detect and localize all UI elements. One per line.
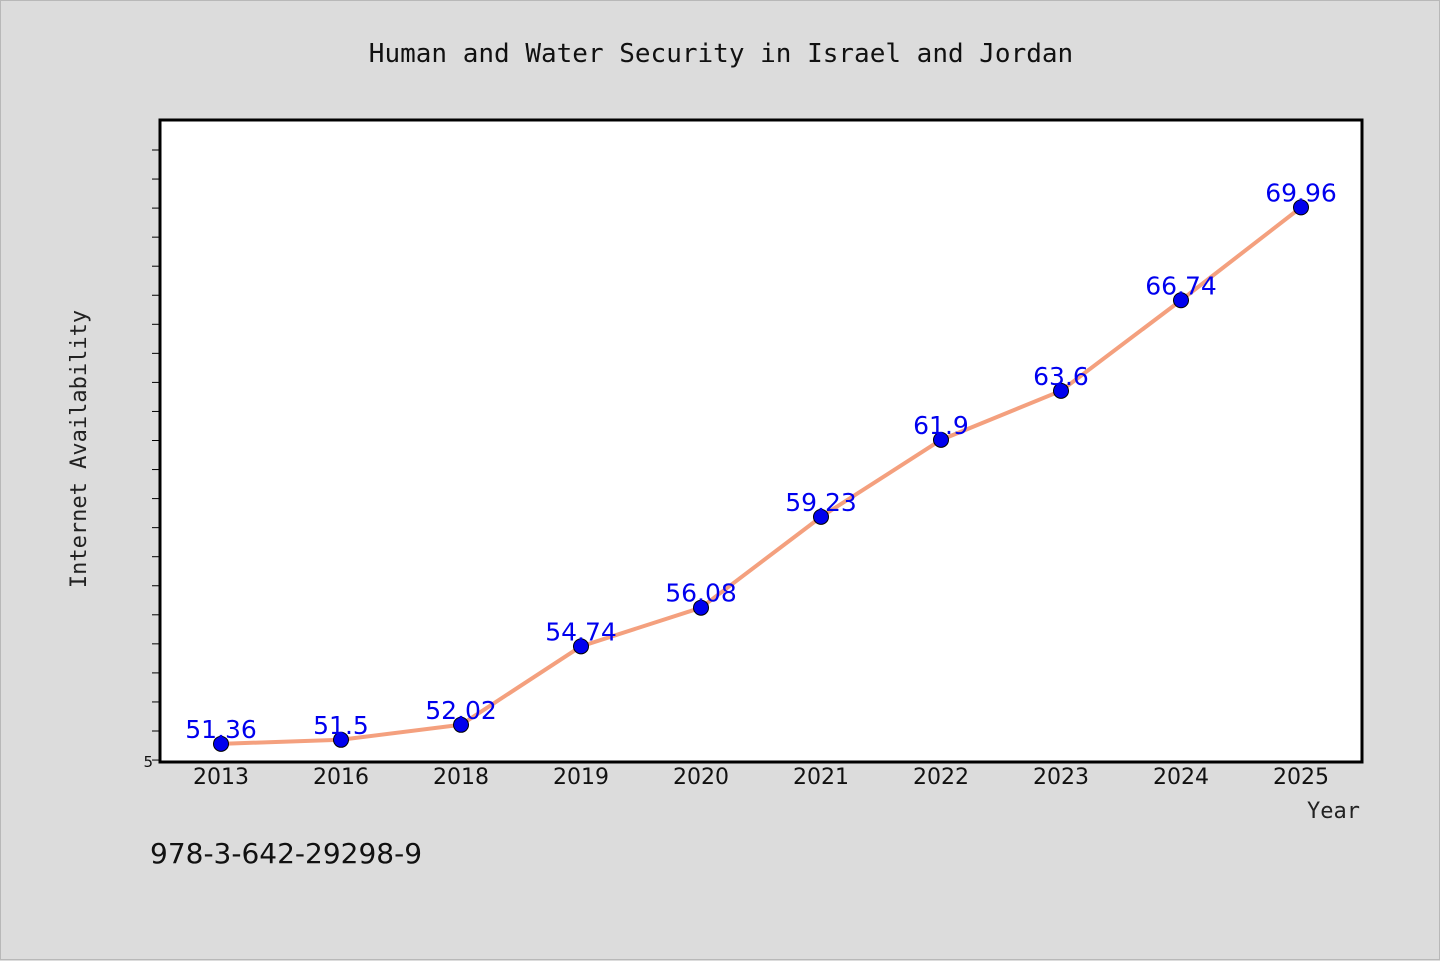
x-tick-label: 2025 <box>1273 765 1329 790</box>
x-tick-label: 2019 <box>553 765 609 790</box>
data-label: 59.23 <box>785 488 857 517</box>
data-point <box>1293 199 1309 216</box>
x-tick-label: 2023 <box>1033 765 1089 790</box>
series-markers <box>213 199 1309 752</box>
footer-isbn: 978-3-642-29298-9 <box>150 837 422 870</box>
data-label: 51.5 <box>313 711 369 740</box>
y-axis-label: Internet Availability <box>67 310 92 588</box>
plot-area <box>158 118 1364 764</box>
x-axis-label: Year <box>1307 799 1360 824</box>
data-point <box>813 508 829 525</box>
data-point <box>1173 292 1189 309</box>
x-tick-label: 2013 <box>193 765 249 790</box>
x-tick-label: 2022 <box>913 765 969 790</box>
x-axis-tick-labels: 2013 2016 2018 2019 2020 2021 2022 2023 2024 2025 <box>193 765 1329 790</box>
data-labels: 51.36 51.5 52.02 54.74 56.08 59.23 61.9 63.6 66.… <box>185 178 1337 743</box>
data-label: 66.74 <box>1145 271 1217 300</box>
y-tick-label: 5 <box>143 753 153 771</box>
x-tick-label: 2020 <box>673 765 729 790</box>
data-label: 61.9 <box>913 411 969 440</box>
data-label: 63.6 <box>1033 362 1089 391</box>
data-label: 51.36 <box>185 715 257 744</box>
x-tick-label: 2018 <box>433 765 489 790</box>
y-axis-ticks <box>152 149 160 761</box>
x-tick-label: 2024 <box>1153 765 1209 790</box>
data-label: 52.02 <box>425 696 497 725</box>
chart-title: Human and Water Security in Israel and J… <box>369 39 1073 69</box>
data-label: 69.96 <box>1265 178 1337 207</box>
x-tick-label: 2016 <box>313 765 369 790</box>
series-line <box>220 205 1303 746</box>
data-point <box>933 431 949 448</box>
data-point <box>333 731 349 748</box>
x-tick-label: 2021 <box>793 765 849 790</box>
data-point <box>1053 382 1069 399</box>
data-label: 56.08 <box>665 579 737 608</box>
data-point <box>693 599 709 616</box>
data-point <box>213 735 229 752</box>
data-point <box>573 638 589 655</box>
data-point <box>453 716 469 733</box>
data-label: 54.74 <box>545 617 617 646</box>
